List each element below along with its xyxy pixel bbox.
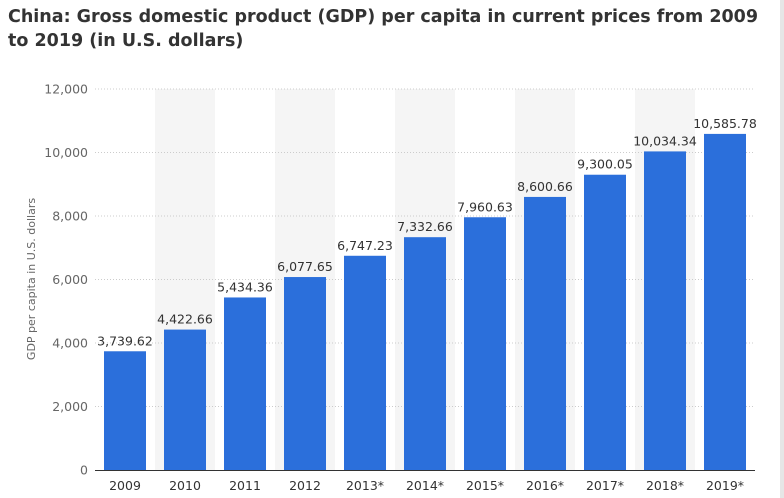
y-tick-label: 10,000 [44,145,88,160]
bar[interactable] [704,133,746,470]
bar-value-label: 3,739.62 [97,333,153,348]
y-axis-ticks: 0 2,000 4,000 6,000 8,000 10,000 12,000 [44,82,88,478]
bar-value-label: 10,585.78 [693,116,757,131]
bar-value-label: 7,332.66 [397,219,453,234]
y-tick-label: 2,000 [52,399,88,414]
x-tick-label: 2017* [586,478,624,493]
bar-value-label: 10,034.34 [633,133,697,148]
bar-value-labels: 3,739.62 4,422.66 5,434.36 6,077.65 6,747.23… [97,116,757,348]
x-tick-label: 2011 [229,478,261,493]
x-tick-label: 2015* [466,478,504,493]
bar-value-label: 7,960.63 [457,199,513,214]
bar[interactable] [284,277,326,470]
chart-title: China: Gross domestic product (GDP) per … [8,7,759,51]
x-axis-ticks: 2009 2010 2011 2012 2013* 2014* 2015* 2016* 2017… [109,478,744,493]
y-tick-label: 6,000 [52,272,88,287]
bar[interactable] [344,255,386,470]
y-tick-label: 4,000 [52,336,88,351]
x-tick-label: 2010 [169,478,201,493]
bar-value-label: 5,434.36 [217,279,273,294]
bar[interactable] [584,174,626,470]
bar-value-label: 4,422.66 [157,312,213,327]
bar-value-label: 6,747.23 [337,238,393,253]
x-tick-label: 2012 [289,478,321,493]
bar[interactable] [224,297,266,470]
y-tick-label: 12,000 [44,82,88,97]
bar[interactable] [164,329,206,470]
x-tick-label: 2019* [706,478,744,493]
bar-value-label: 9,300.05 [577,157,633,172]
x-tick-label: 2016* [526,478,564,493]
x-tick-label: 2013* [346,478,384,493]
bar[interactable] [104,351,146,470]
x-tick-label: 2018* [646,478,684,493]
y-axis-title: GDP per capita in U.S. dollars [25,198,38,360]
right-border [780,0,784,498]
bar[interactable] [524,196,566,470]
bar-value-label: 6,077.65 [277,259,333,274]
y-tick-label: 0 [80,463,88,478]
bar[interactable] [404,237,446,470]
y-tick-label: 8,000 [52,209,88,224]
bar[interactable] [464,217,506,470]
bar[interactable] [644,151,686,470]
x-tick-label: 2009 [109,478,141,493]
bar-value-label: 8,600.66 [517,179,573,194]
bars [104,133,746,470]
x-tick-label: 2014* [406,478,444,493]
